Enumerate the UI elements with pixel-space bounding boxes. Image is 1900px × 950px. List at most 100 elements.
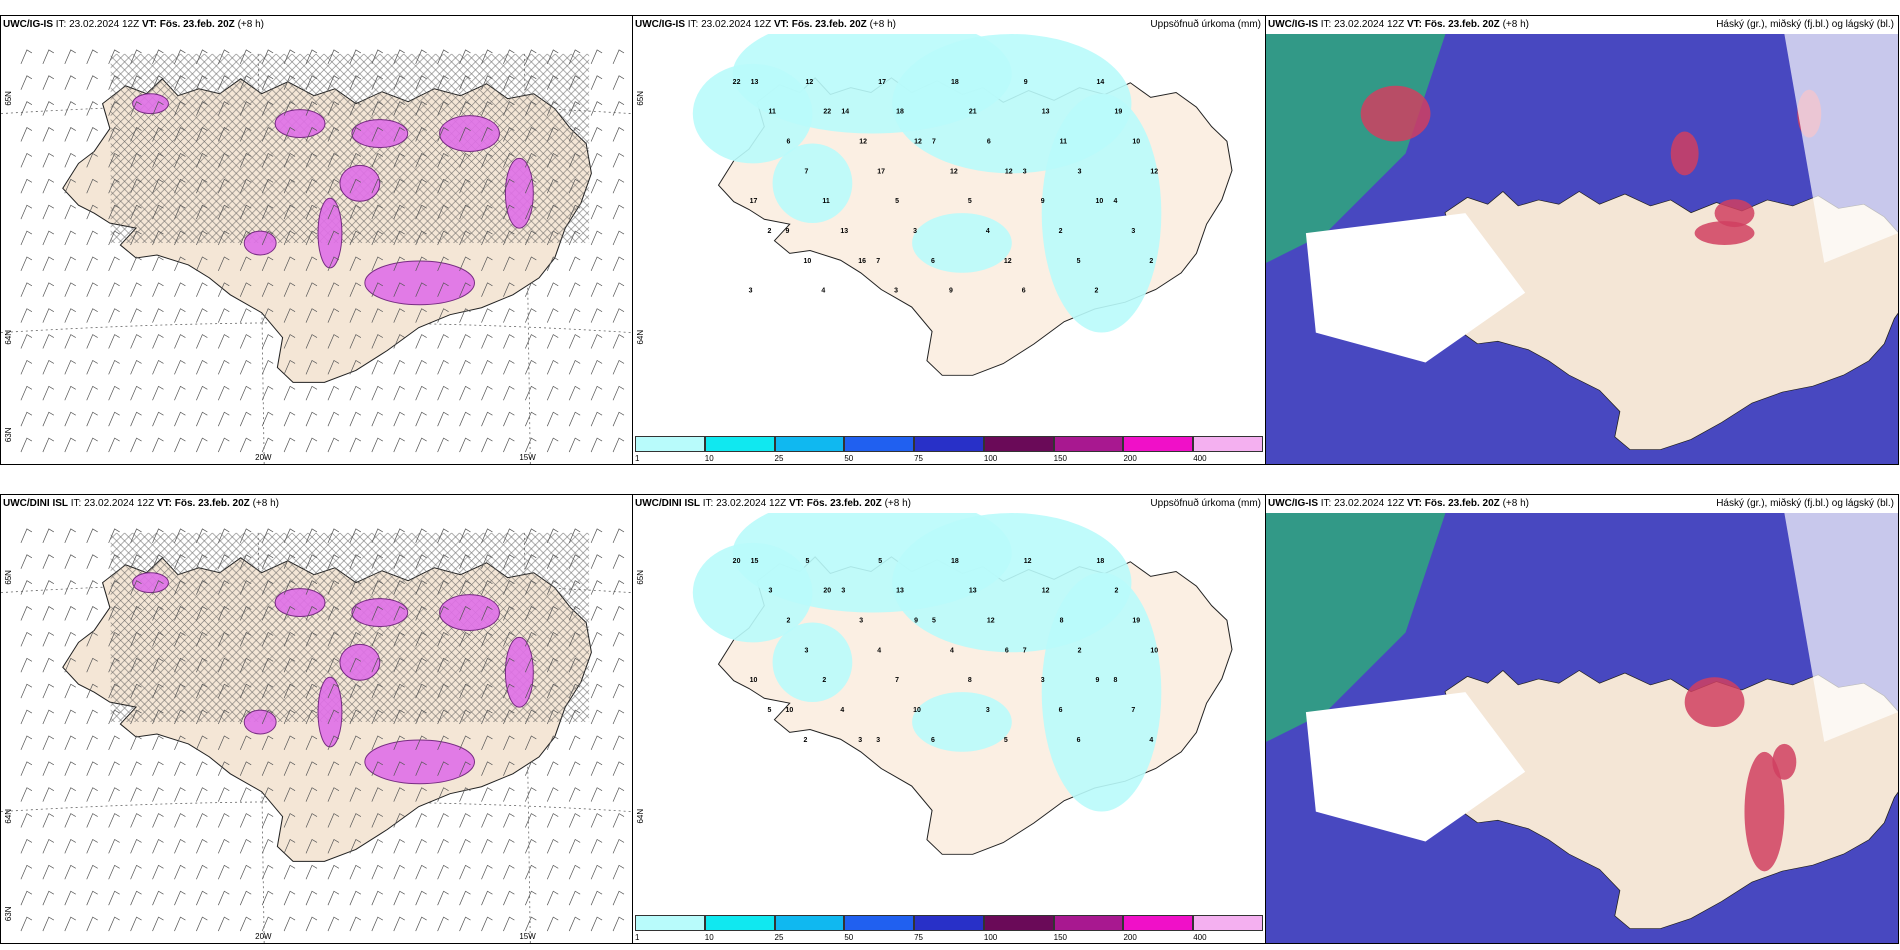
wind-barb xyxy=(152,813,164,828)
panel-tr: UWC/IG-IS IT: 23.02.2024 12Z VT: Fös. 23… xyxy=(1265,15,1899,465)
precip-map[interactable]: 65N 64N 20 5 5 18 12 18 15 20 13 13 12 2 3 3 9 12 8 19 2 3 5… xyxy=(633,513,1265,915)
wind-barb xyxy=(20,282,33,297)
wind-barb xyxy=(546,838,559,854)
wind-barb xyxy=(130,735,142,751)
wind-barb xyxy=(459,735,471,751)
snow-accum-area xyxy=(339,164,381,202)
wind-barb xyxy=(86,864,98,880)
wind-barb xyxy=(546,916,559,932)
wind-barb xyxy=(503,683,515,699)
wind-barb xyxy=(568,864,581,880)
wind-barb xyxy=(349,787,362,802)
wind-barb xyxy=(42,230,55,246)
wind-barb xyxy=(612,813,625,828)
cloud-map[interactable] xyxy=(1266,513,1898,943)
wind-barb xyxy=(590,683,603,699)
cloud-map[interactable] xyxy=(1266,34,1898,464)
wind-barb xyxy=(239,890,252,906)
wind-barb xyxy=(305,528,318,543)
wind-barb xyxy=(349,580,362,595)
wind-barb xyxy=(568,631,581,647)
wind-barb xyxy=(239,787,252,802)
wind-barb xyxy=(393,631,405,647)
wind-barb xyxy=(612,631,625,647)
wind-barb xyxy=(217,308,230,323)
wind-barb xyxy=(612,230,625,246)
wind-barb xyxy=(152,606,164,621)
wind-barb xyxy=(152,75,164,90)
wind-barb xyxy=(261,230,274,246)
wind-barb xyxy=(20,606,33,621)
wind-barb xyxy=(503,916,515,932)
wind-barb xyxy=(64,528,76,543)
snow-wind-map[interactable]: 65N 64N 63N 20W 15W xyxy=(1,34,632,464)
wind-barb xyxy=(239,657,252,673)
wind-barb xyxy=(393,580,405,595)
wind-barb xyxy=(64,282,76,297)
lead-time: (+8 h) xyxy=(869,19,896,30)
wind-barb xyxy=(108,813,120,828)
wind-barb xyxy=(459,101,471,116)
precip-area xyxy=(912,213,1012,273)
init-time: IT: 23.02.2024 12Z xyxy=(70,498,155,509)
precip-value: 22 xyxy=(733,79,741,86)
precip-value: 18 xyxy=(1097,558,1105,565)
wind-barb xyxy=(261,49,274,64)
wind-barb xyxy=(437,437,449,453)
lon-label: 20W xyxy=(255,453,272,462)
wind-barb xyxy=(437,890,449,906)
wind-barb xyxy=(196,631,208,647)
lon-label: 15W xyxy=(519,453,536,462)
wind-barb xyxy=(568,385,581,401)
wind-barb xyxy=(64,813,76,828)
wind-barb xyxy=(612,657,625,673)
wind-barb xyxy=(305,864,318,880)
precip-value: 12 xyxy=(914,138,922,145)
wind-barb xyxy=(239,230,252,246)
wind-barb xyxy=(86,813,98,828)
wind-barb xyxy=(305,683,318,699)
wind-barb xyxy=(415,528,427,543)
wind-barb xyxy=(64,890,76,906)
wind-barb xyxy=(20,204,33,220)
wind-barb xyxy=(415,256,427,272)
wind-barb xyxy=(481,787,493,802)
colorbar-tick: 400 xyxy=(1193,454,1207,463)
wind-barb xyxy=(437,49,449,64)
wind-barb xyxy=(503,411,515,427)
wind-barb xyxy=(503,787,515,802)
wind-barb xyxy=(437,308,449,323)
wind-barb xyxy=(612,178,625,194)
wind-barb xyxy=(612,580,625,595)
wind-barb xyxy=(481,606,493,621)
precip-value: 8 xyxy=(968,677,972,684)
wind-barb xyxy=(415,75,427,90)
wind-barb xyxy=(196,606,208,621)
precip-value: 6 xyxy=(1059,707,1063,714)
wind-barb xyxy=(217,890,230,906)
colorbar-swatch xyxy=(844,436,915,452)
wind-barb xyxy=(393,308,405,323)
wind-barb xyxy=(568,709,581,725)
wind-barb xyxy=(64,838,76,854)
wind-barb xyxy=(437,411,449,427)
wind-barb xyxy=(327,282,340,297)
colorbar-swatch xyxy=(774,915,845,931)
wind-barb xyxy=(305,282,318,297)
wind-barb xyxy=(130,554,142,569)
wind-barb xyxy=(174,308,186,323)
wind-barb xyxy=(590,437,603,453)
wind-barb xyxy=(568,334,581,349)
wind-barb xyxy=(20,916,33,932)
wind-barb xyxy=(196,101,208,116)
snow-accum-area xyxy=(274,109,326,139)
snow-wind-map[interactable]: 65N 64N 63N 20W 15W xyxy=(1,513,632,943)
wind-barb xyxy=(42,334,55,349)
wind-barb xyxy=(305,580,318,595)
wind-barb xyxy=(590,75,603,90)
precip-map[interactable]: 65N 64N 22 12 17 18 9 14 13 22 18 21 13 19 11 14 12 6 11… xyxy=(633,34,1265,436)
wind-barb xyxy=(217,411,230,427)
wind-barb xyxy=(459,580,471,595)
precip-value: 5 xyxy=(1004,737,1008,744)
wind-barb xyxy=(546,101,559,116)
